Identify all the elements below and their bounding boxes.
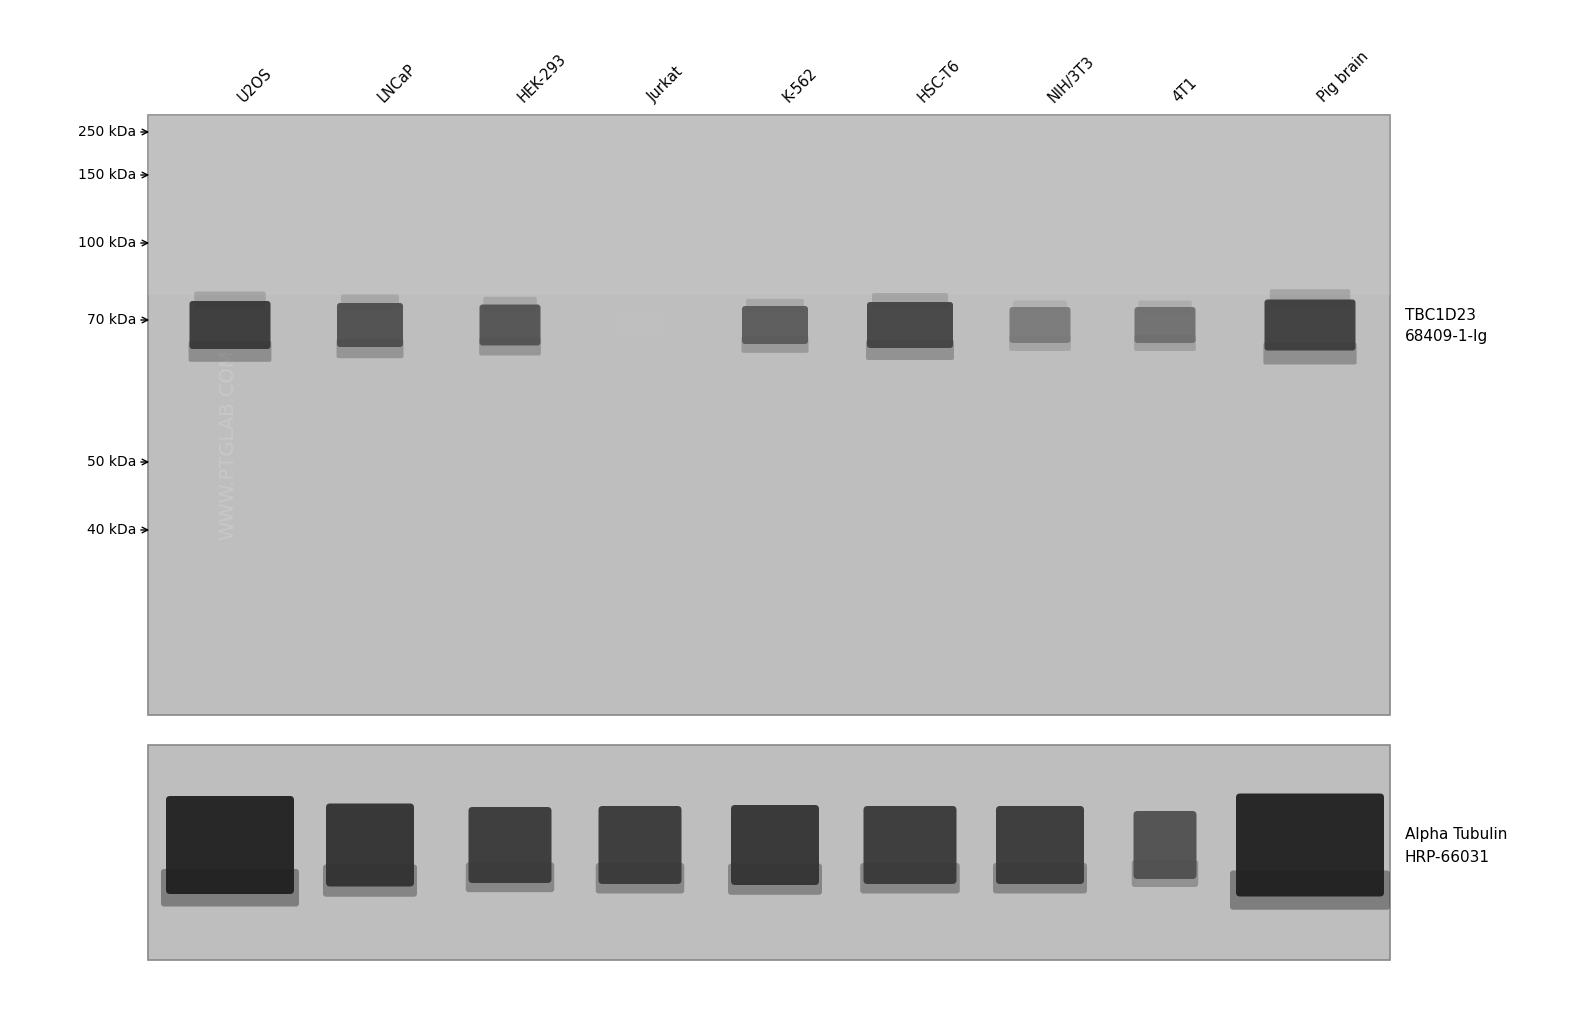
Text: WWW.PTGLAB.COM: WWW.PTGLAB.COM	[219, 350, 238, 540]
FancyBboxPatch shape	[1263, 343, 1356, 364]
FancyBboxPatch shape	[480, 338, 541, 356]
FancyBboxPatch shape	[167, 796, 294, 894]
FancyBboxPatch shape	[1269, 290, 1350, 307]
Text: Pig brain: Pig brain	[1315, 49, 1372, 105]
Bar	[148, 115, 1391, 715]
Text: 4T1: 4T1	[1170, 75, 1200, 105]
FancyBboxPatch shape	[864, 806, 956, 884]
FancyBboxPatch shape	[337, 303, 403, 347]
FancyBboxPatch shape	[189, 341, 272, 362]
Text: 250 kDa: 250 kDa	[79, 125, 135, 139]
FancyBboxPatch shape	[598, 806, 681, 884]
FancyBboxPatch shape	[322, 864, 417, 897]
FancyBboxPatch shape	[993, 863, 1087, 893]
FancyBboxPatch shape	[1139, 301, 1192, 313]
FancyBboxPatch shape	[1230, 871, 1391, 909]
Text: HRP-66031: HRP-66031	[1405, 849, 1490, 864]
FancyBboxPatch shape	[1134, 307, 1195, 343]
Text: HSC-T6: HSC-T6	[915, 57, 963, 105]
Text: 40 kDa: 40 kDa	[87, 523, 135, 537]
Bar	[148, 745, 1391, 960]
FancyBboxPatch shape	[160, 869, 299, 906]
Text: U2OS: U2OS	[234, 65, 275, 105]
Text: 50 kDa: 50 kDa	[87, 455, 135, 469]
FancyBboxPatch shape	[1010, 307, 1071, 343]
FancyBboxPatch shape	[617, 330, 662, 342]
FancyBboxPatch shape	[996, 806, 1084, 884]
Text: 70 kDa: 70 kDa	[87, 313, 135, 327]
FancyBboxPatch shape	[337, 339, 404, 358]
FancyBboxPatch shape	[1134, 335, 1195, 351]
FancyBboxPatch shape	[867, 302, 953, 348]
Text: 100 kDa: 100 kDa	[77, 236, 135, 250]
FancyBboxPatch shape	[341, 295, 400, 310]
Text: HEK-293: HEK-293	[514, 51, 569, 105]
FancyBboxPatch shape	[466, 862, 554, 892]
FancyBboxPatch shape	[596, 863, 684, 893]
FancyBboxPatch shape	[1013, 301, 1066, 313]
FancyBboxPatch shape	[867, 340, 953, 360]
FancyBboxPatch shape	[1010, 335, 1071, 351]
FancyBboxPatch shape	[731, 805, 820, 885]
Text: NIH/3T3: NIH/3T3	[1044, 53, 1096, 105]
FancyBboxPatch shape	[871, 293, 949, 309]
Text: Jurkat: Jurkat	[645, 64, 686, 105]
Text: K-562: K-562	[780, 65, 820, 105]
FancyBboxPatch shape	[741, 336, 809, 353]
FancyBboxPatch shape	[189, 301, 271, 349]
FancyBboxPatch shape	[193, 292, 266, 308]
FancyBboxPatch shape	[620, 308, 661, 318]
FancyBboxPatch shape	[746, 299, 804, 313]
FancyBboxPatch shape	[742, 306, 809, 344]
Text: LNCaP: LNCaP	[374, 61, 418, 105]
FancyBboxPatch shape	[1134, 811, 1197, 879]
FancyBboxPatch shape	[483, 297, 536, 311]
Text: 68409-1-Ig: 68409-1-Ig	[1405, 329, 1488, 345]
Text: Alpha Tubulin: Alpha Tubulin	[1405, 828, 1507, 843]
FancyBboxPatch shape	[728, 863, 823, 895]
FancyBboxPatch shape	[480, 305, 541, 346]
FancyBboxPatch shape	[469, 807, 552, 883]
FancyBboxPatch shape	[860, 863, 960, 893]
FancyBboxPatch shape	[326, 803, 414, 887]
Text: 150 kDa: 150 kDa	[77, 168, 135, 182]
FancyBboxPatch shape	[1236, 794, 1384, 896]
Text: TBC1D23: TBC1D23	[1405, 308, 1475, 322]
Bar	[148, 115, 1391, 295]
FancyBboxPatch shape	[617, 312, 662, 338]
FancyBboxPatch shape	[1265, 300, 1356, 351]
FancyBboxPatch shape	[1131, 860, 1199, 887]
